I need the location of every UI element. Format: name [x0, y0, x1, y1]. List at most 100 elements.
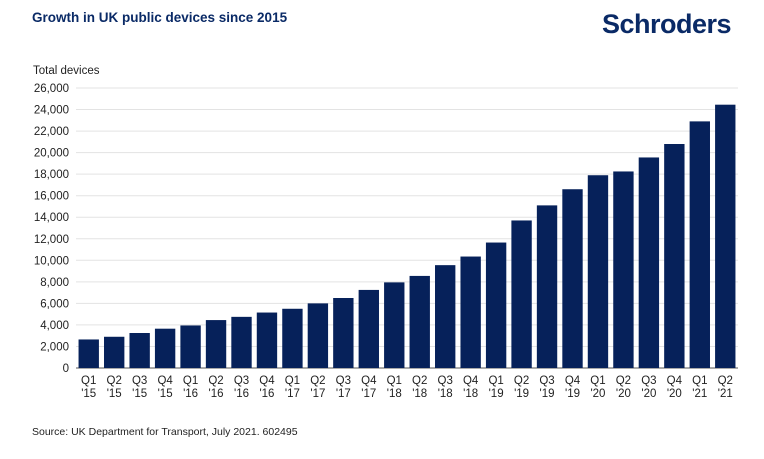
x-tick-label-quarter: Q4	[565, 375, 581, 387]
x-tick-label-quarter: Q1	[692, 375, 707, 387]
y-tick-label: 16,000	[34, 191, 69, 203]
x-tick-label-year: '21	[692, 388, 707, 400]
y-tick-label: 4,000	[40, 320, 69, 332]
y-tick-label: 18,000	[34, 169, 69, 181]
bar	[689, 121, 710, 368]
bars	[78, 104, 736, 368]
x-tick-label-year: '17	[285, 388, 300, 400]
x-tick-label-year: '20	[616, 388, 631, 400]
x-tick-label-year: '16	[259, 388, 274, 400]
x-tick-label-year: '16	[234, 388, 249, 400]
x-tick-label-quarter: Q3	[641, 375, 656, 387]
x-tick-label-quarter: Q4	[667, 375, 683, 387]
x-tick-label-year: '17	[310, 388, 325, 400]
x-tick-label-year: '15	[158, 388, 173, 400]
y-tick-label: 0	[63, 363, 69, 375]
y-tick-label: 10,000	[34, 255, 69, 267]
x-tick-label-year: '18	[438, 388, 453, 400]
x-tick-label-quarter: Q3	[132, 375, 147, 387]
chart-title: Growth in UK public devices since 2015	[32, 10, 288, 25]
y-tick-label: 24,000	[34, 105, 69, 117]
x-tick-label-quarter: Q4	[259, 375, 275, 387]
schroders-logo: Schroders	[602, 9, 732, 39]
x-tick-label-year: '16	[209, 388, 224, 400]
x-tick-label-quarter: Q2	[107, 375, 122, 387]
x-tick-label-quarter: Q1	[387, 375, 402, 387]
x-tick-label-year: '20	[667, 388, 682, 400]
x-tick-label-year: '16	[183, 388, 198, 400]
x-tick-label-quarter: Q1	[488, 375, 503, 387]
x-tick-label-quarter: Q1	[285, 375, 300, 387]
x-tick-label-quarter: Q2	[718, 375, 733, 387]
bar	[78, 339, 99, 368]
x-tick-label-year: '19	[514, 388, 529, 400]
x-tick-label-year: '20	[590, 388, 605, 400]
bar	[282, 308, 303, 368]
x-tick-label-year: '18	[387, 388, 402, 400]
x-axis-ticks: Q1'15Q2'15Q3'15Q4'15Q1'16Q2'16Q3'16Q4'16…	[81, 375, 733, 400]
x-tick-label-year: '18	[412, 388, 427, 400]
bar	[587, 175, 609, 368]
x-tick-label-quarter: Q4	[361, 375, 377, 387]
bar	[307, 303, 329, 368]
y-tick-label: 12,000	[34, 234, 69, 246]
x-tick-label-quarter: Q3	[438, 375, 453, 387]
bar	[409, 275, 430, 368]
x-tick-label-quarter: Q4	[463, 375, 479, 387]
bar	[333, 298, 354, 368]
y-tick-label: 14,000	[34, 212, 69, 224]
x-tick-label-quarter: Q3	[336, 375, 351, 387]
x-tick-label-year: '18	[463, 388, 478, 400]
bar	[715, 104, 736, 368]
bar	[638, 157, 660, 368]
x-tick-label-quarter: Q1	[590, 375, 605, 387]
bar	[664, 144, 685, 368]
x-tick-label-year: '19	[565, 388, 580, 400]
bar	[129, 333, 150, 368]
y-tick-label: 8,000	[40, 277, 69, 289]
bar	[358, 289, 379, 368]
bar	[256, 312, 278, 368]
bar	[613, 171, 634, 368]
bar	[485, 242, 507, 368]
x-tick-label-quarter: Q4	[157, 375, 173, 387]
x-tick-label-quarter: Q3	[539, 375, 554, 387]
x-tick-label-quarter: Q2	[412, 375, 427, 387]
y-tick-label: 20,000	[34, 148, 69, 160]
x-tick-label-quarter: Q2	[310, 375, 325, 387]
x-tick-label-quarter: Q1	[81, 375, 96, 387]
x-tick-label-quarter: Q2	[514, 375, 529, 387]
x-tick-label-year: '15	[132, 388, 147, 400]
bar	[180, 325, 201, 368]
y-axis-label: Total devices	[33, 65, 100, 77]
x-tick-label-quarter: Q2	[208, 375, 223, 387]
y-tick-label: 26,000	[34, 83, 69, 95]
bar	[435, 265, 456, 368]
x-tick-label-quarter: Q2	[616, 375, 631, 387]
x-tick-label-year: '17	[361, 388, 376, 400]
y-tick-label: 2,000	[40, 341, 69, 353]
bar	[511, 220, 532, 368]
bar	[104, 336, 125, 368]
y-axis-ticks: 0 2,000 4,000 6,000 8,000 10,000 12,000 14,000 1…	[34, 83, 69, 375]
x-tick-label-year: '20	[641, 388, 656, 400]
bar	[536, 205, 558, 368]
bar	[231, 316, 252, 368]
bar	[154, 328, 176, 368]
bar	[384, 282, 405, 368]
x-tick-label-year: '21	[718, 388, 733, 400]
bar	[460, 256, 481, 368]
bar	[205, 320, 227, 368]
bar	[562, 189, 583, 368]
source-note: Source: UK Department for Transport, Jul…	[32, 426, 298, 438]
x-tick-label-year: '17	[336, 388, 351, 400]
x-tick-label-quarter: Q3	[234, 375, 249, 387]
y-tick-label: 22,000	[34, 126, 69, 138]
x-tick-label-year: '19	[489, 388, 504, 400]
x-tick-label-year: '15	[107, 388, 122, 400]
x-tick-label-year: '19	[540, 388, 555, 400]
x-tick-label-quarter: Q1	[183, 375, 198, 387]
x-tick-label-year: '15	[81, 388, 96, 400]
y-tick-label: 6,000	[40, 298, 69, 310]
